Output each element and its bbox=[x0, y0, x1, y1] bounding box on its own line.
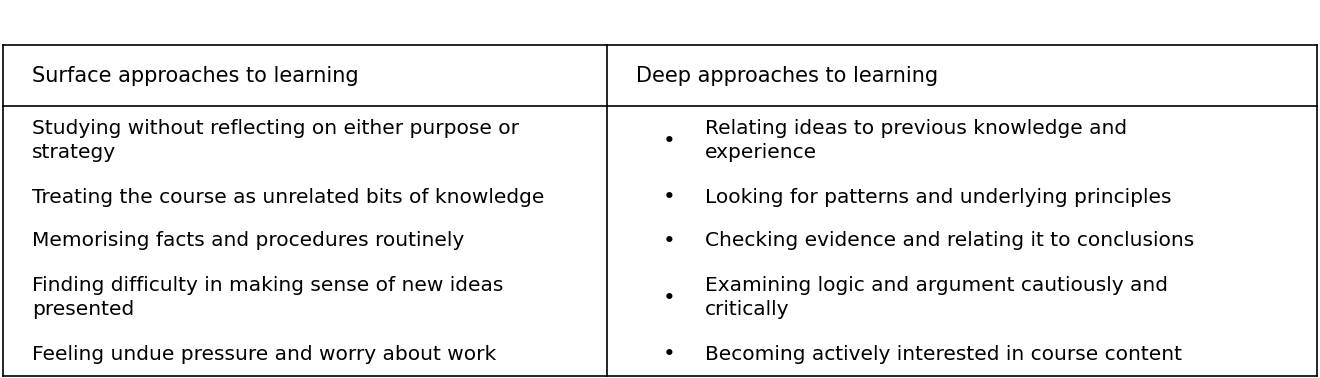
Text: •: • bbox=[663, 131, 676, 151]
Text: Studying without reflecting on either purpose or
strategy: Studying without reflecting on either pu… bbox=[32, 119, 519, 163]
Text: Examining logic and argument cautiously and
critically: Examining logic and argument cautiously … bbox=[705, 276, 1168, 319]
Text: Becoming actively interested in course content: Becoming actively interested in course c… bbox=[705, 345, 1181, 364]
Text: Treating the course as unrelated bits of knowledge: Treating the course as unrelated bits of… bbox=[32, 188, 544, 207]
Text: •: • bbox=[663, 344, 676, 364]
Text: •: • bbox=[663, 288, 676, 308]
Text: Relating ideas to previous knowledge and
experience: Relating ideas to previous knowledge and… bbox=[705, 119, 1127, 163]
Text: Looking for patterns and underlying principles: Looking for patterns and underlying prin… bbox=[705, 188, 1171, 207]
Text: •: • bbox=[663, 187, 676, 208]
Text: Checking evidence and relating it to conclusions: Checking evidence and relating it to con… bbox=[705, 231, 1195, 251]
Text: Surface approaches to learning: Surface approaches to learning bbox=[32, 66, 358, 85]
Text: Deep approaches to learning: Deep approaches to learning bbox=[636, 66, 939, 85]
Text: Feeling undue pressure and worry about work: Feeling undue pressure and worry about w… bbox=[32, 345, 496, 364]
Text: •: • bbox=[663, 231, 676, 251]
Text: Finding difficulty in making sense of new ideas
presented: Finding difficulty in making sense of ne… bbox=[32, 276, 503, 319]
Text: Memorising facts and procedures routinely: Memorising facts and procedures routinel… bbox=[32, 231, 463, 251]
